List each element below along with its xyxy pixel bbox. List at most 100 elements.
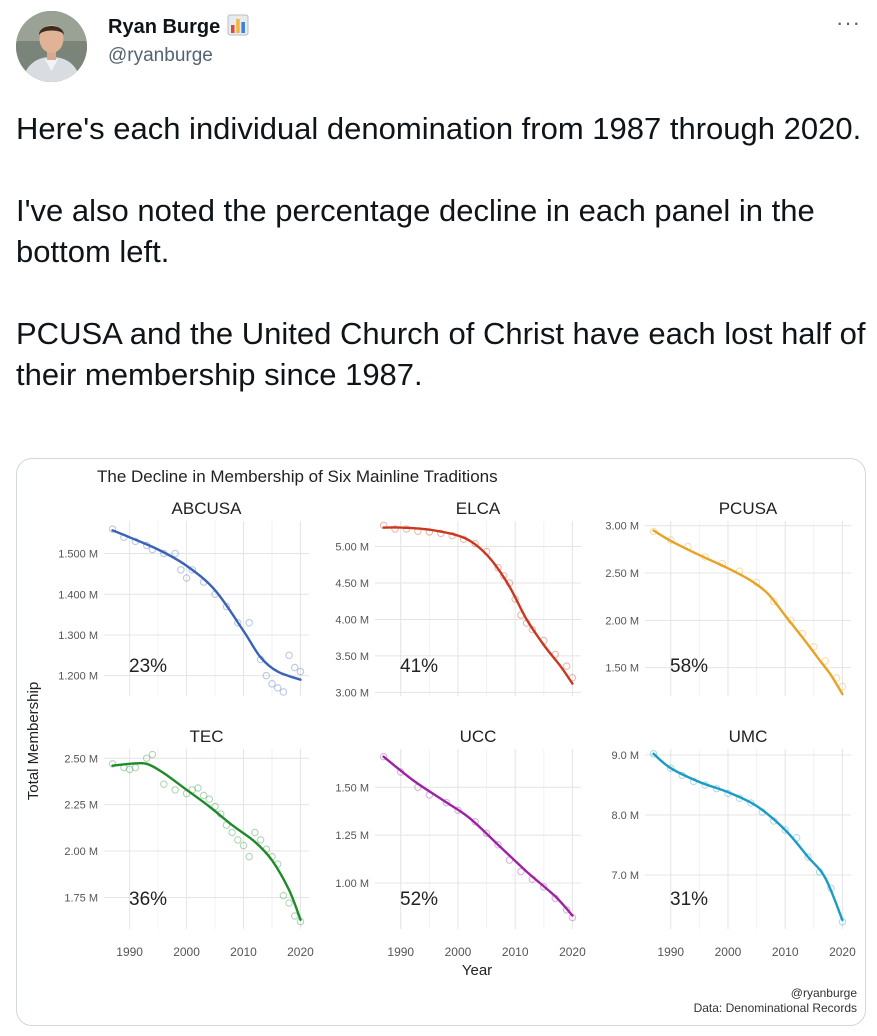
data-point [239, 841, 248, 850]
y-tick-label: 2.00 M [605, 615, 639, 627]
trend-line [382, 526, 574, 685]
data-point [273, 684, 282, 692]
x-axis-label: Year [462, 962, 492, 979]
y-tick-label: 2.50 M [64, 753, 98, 765]
author-name[interactable]: Ryan Burge [108, 16, 221, 38]
data-point [234, 836, 242, 844]
y-tick-label: 1.50 M [605, 663, 639, 675]
y-tick-label: 2.00 M [64, 846, 98, 858]
panel-title: UCC [460, 727, 497, 746]
panel-title: PCUSA [719, 499, 778, 518]
data-point [454, 806, 462, 815]
data-point [188, 566, 197, 574]
panel-umc: 7.0 M 8.0 M 9.0 M UMC 31% 1990 2000 2010 2020 [611, 727, 856, 959]
decline-label: 52% [400, 889, 438, 910]
credit-source: Data: Denominational Records [694, 1001, 857, 1015]
panel-title: UMC [729, 727, 768, 746]
data-point [108, 525, 117, 533]
y-tick-label: 9.0 M [611, 750, 639, 762]
panel-tec: 1.75 M 2.00 M 2.25 M 2.50 M TEC 36% 1990 2000 20… [64, 727, 314, 959]
data-point [125, 765, 134, 774]
panel-title: ABCUSA [172, 499, 243, 518]
ellipsis-icon[interactable]: ··· [836, 10, 861, 35]
trend-line [111, 761, 302, 921]
x-tick-label: 1990 [657, 945, 684, 959]
data-point [262, 671, 271, 680]
data-point [442, 798, 451, 807]
x-tick-label: 1990 [116, 945, 143, 959]
y-tick-label: 1.25 M [335, 830, 369, 842]
data-point [268, 680, 276, 688]
x-tick-label: 2000 [445, 945, 472, 959]
y-tick-label: 4.00 M [335, 614, 369, 626]
trend-line [382, 755, 574, 917]
data-point [194, 784, 202, 792]
tweet-paragraph: I've also noted the percentage decline i… [16, 193, 815, 269]
data-point [494, 563, 502, 572]
data-point [279, 688, 288, 696]
x-tick-label: 2000 [173, 945, 200, 959]
author-avatar[interactable] [16, 11, 87, 82]
data-point [482, 829, 491, 838]
tweet-text: Here's each individual denomination from… [16, 108, 866, 436]
data-point [171, 549, 179, 558]
y-tick-label: 5.00 M [335, 542, 369, 554]
x-tick-label: 2010 [502, 945, 529, 959]
y-tick-label: 2.50 M [605, 568, 639, 580]
decline-label: 41% [400, 656, 438, 677]
x-tick-label: 2010 [230, 945, 257, 959]
decline-label: 31% [670, 889, 708, 910]
data-point [562, 906, 571, 914]
data-point [251, 828, 259, 837]
data-point [256, 836, 265, 844]
data-point [285, 651, 293, 660]
decline-label: 23% [129, 656, 167, 677]
x-tick-label: 2000 [715, 945, 742, 959]
credit-handle: @ryanburge [791, 986, 858, 1000]
author-handle[interactable]: @ryanburge [108, 45, 213, 66]
data-point [177, 566, 185, 574]
data-point [291, 663, 299, 672]
y-tick-label: 1.200 M [58, 671, 98, 683]
y-tick-label: 1.00 M [335, 878, 369, 890]
y-tick-label: 1.50 M [335, 782, 369, 794]
tweet-paragraph: PCUSA and the United Church of Christ ha… [16, 316, 866, 392]
data-point [234, 618, 242, 627]
x-tick-label: 1990 [387, 945, 414, 959]
y-axis-label: Total Membership [25, 682, 42, 800]
y-tick-label: 1.400 M [58, 589, 98, 601]
data-point [517, 867, 525, 876]
panel-abcusa: 1.200 M 1.300 M 1.400 M 1.500 M ABCUSA 23% [58, 499, 309, 696]
data-point [199, 791, 208, 800]
data-point [245, 618, 253, 627]
data-point [821, 657, 829, 665]
data-point [148, 750, 157, 759]
data-point [494, 840, 502, 849]
data-point [379, 752, 388, 761]
panel-pcusa: 1.50 M 2.00 M 2.50 M 3.00 M PCUSA 58% [605, 499, 851, 696]
data-point [142, 754, 151, 763]
chart-title: The Decline in Membership of Six Mainlin… [97, 467, 498, 486]
panel-title: ELCA [456, 499, 501, 518]
y-tick-label: 8.0 M [611, 810, 639, 822]
data-point [540, 883, 548, 891]
y-tick-label: 4.50 M [335, 578, 369, 590]
y-tick-label: 1.500 M [58, 549, 98, 561]
y-tick-label: 3.50 M [335, 651, 369, 663]
tweet-paragraph: Here's each individual denomination from… [16, 111, 862, 146]
data-point [205, 795, 214, 803]
data-point [391, 525, 399, 533]
data-point [804, 853, 812, 861]
y-tick-label: 1.75 M [64, 892, 98, 904]
y-tick-label: 1.300 M [58, 630, 98, 642]
data-point [285, 899, 293, 907]
y-tick-label: 3.00 M [335, 687, 369, 699]
data-point [666, 764, 675, 772]
data-point [649, 750, 658, 758]
panel-title: TEC [190, 727, 224, 746]
trend-line [111, 529, 302, 681]
y-tick-label: 7.0 M [611, 870, 639, 882]
tweet-image[interactable]: The Decline in Membership of Six Mainlin… [16, 458, 866, 1026]
data-point [245, 852, 253, 861]
data-point [228, 828, 236, 837]
